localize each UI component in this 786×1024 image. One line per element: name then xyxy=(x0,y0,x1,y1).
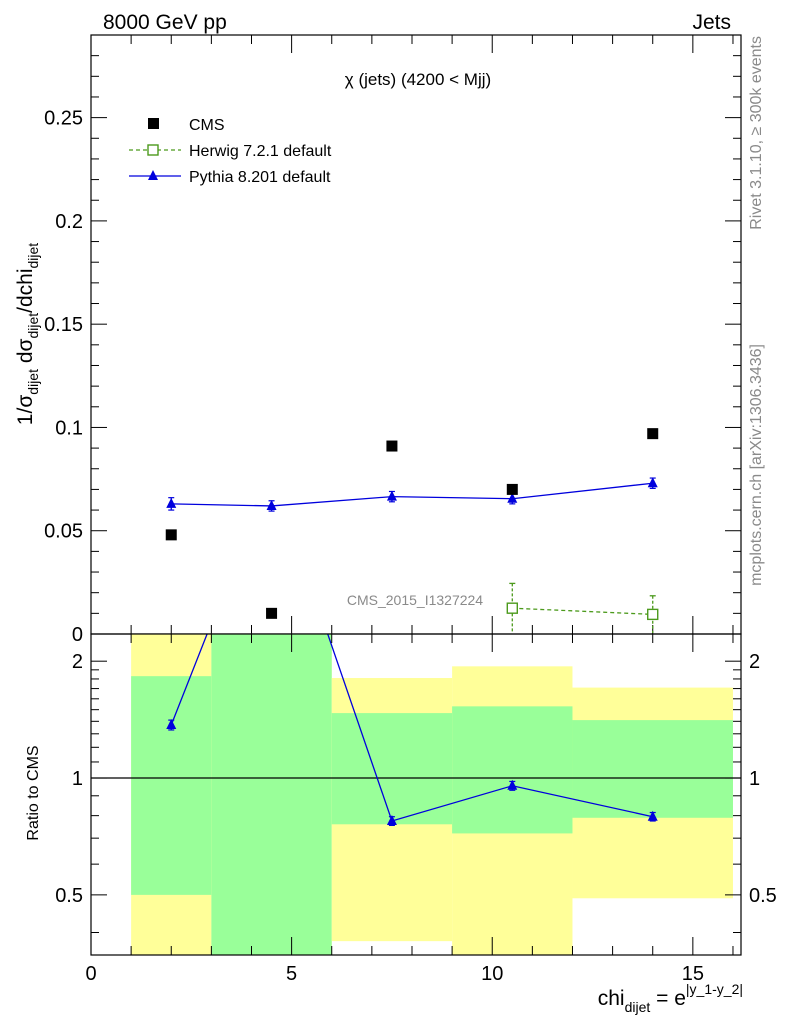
legend-pythia-label: Pythia 8.201 default xyxy=(189,169,331,186)
top-y-tick-label: 0.15 xyxy=(44,314,83,336)
ratio-axis-ticks xyxy=(90,634,741,955)
ratio-y-tick-label: 1 xyxy=(72,768,83,790)
top-y-axis-label: 1/σdijet dσdijet/dchidijet xyxy=(14,243,41,425)
x-tick-label: 15 xyxy=(682,963,704,985)
pythia-point xyxy=(647,477,658,488)
legend-herwig-label: Herwig 7.2.1 default xyxy=(189,143,332,160)
ratio-y-tick-label: 2 xyxy=(72,651,83,673)
uncertainty-bands xyxy=(131,634,733,955)
inner-uncertainty-band xyxy=(572,720,733,818)
svg-text:chidijet = e|y_1-y_2|: chidijet = e|y_1-y_2| xyxy=(598,981,743,1015)
top-y-tick-label: 0.25 xyxy=(44,108,83,130)
legend-pythia-marker xyxy=(148,170,158,180)
pythia-point xyxy=(386,490,397,501)
ratio-y-tick-label-right: 1 xyxy=(749,768,760,790)
mcplots-label: mcplots.cern.ch [arXiv:1306.3436] xyxy=(748,344,765,586)
top-y-tick-label: 0.1 xyxy=(55,417,83,439)
rivet-version-label: Rivet 3.1.10, ≥ 300k events xyxy=(748,36,765,230)
top-y-tick-labels: 0 0.05 0.1 0.15 0.2 0.25 xyxy=(44,108,83,646)
inner-uncertainty-band xyxy=(131,676,212,895)
plot-title: χ (jets) (4200 < Mjj) xyxy=(345,70,491,89)
ratio-tick-labels: 0 5 10 15 0.5 0.5 1 1 2 2 xyxy=(55,651,777,985)
pythia-point xyxy=(166,497,177,508)
ratio-y-tick-label-right: 2 xyxy=(749,651,760,673)
top-y-tick-label: 0.2 xyxy=(55,211,83,233)
pythia-series xyxy=(166,477,658,512)
ratio-plot-panel: 0 5 10 15 0.5 0.5 1 1 2 2 Ratio to CMS chidijet =… xyxy=(25,464,777,1015)
cms-point xyxy=(506,483,518,495)
cms-series xyxy=(165,428,659,619)
ratio-y-tick-label-right: 0.5 xyxy=(749,885,777,907)
ratio-point xyxy=(267,464,277,474)
cms-point xyxy=(386,440,398,452)
herwig-line xyxy=(512,607,653,616)
pythia-point xyxy=(507,492,518,503)
herwig-point xyxy=(647,608,659,621)
pythia-line xyxy=(171,482,653,507)
ratio-plot-frame xyxy=(90,633,742,956)
legend-cms-label: CMS xyxy=(189,117,225,134)
x-tick-label: 10 xyxy=(481,963,503,985)
legend: CMS Herwig 7.2.1 default Pythia 8.201 de… xyxy=(129,117,332,186)
ratio-point xyxy=(166,718,177,729)
inner-uncertainty-band xyxy=(452,706,573,834)
herwig-point xyxy=(506,602,518,614)
x-tick-label: 0 xyxy=(85,963,96,985)
inner-uncertainty-band xyxy=(211,634,332,955)
legend-herwig-marker xyxy=(147,144,159,156)
pythia-point xyxy=(266,499,277,510)
ratio-point xyxy=(647,810,658,821)
herwig-series xyxy=(506,582,659,633)
legend-cms-marker xyxy=(148,118,159,129)
ratio-y-tick-label: 0.5 xyxy=(55,885,83,907)
cms-point xyxy=(647,428,659,440)
x-axis-label: chidijet = e|y_1-y_2| xyxy=(598,981,743,1015)
header-jets-label: Jets xyxy=(692,11,731,34)
ratio-point xyxy=(386,814,397,825)
top-y-tick-label: 0 xyxy=(72,624,83,646)
header-energy-label: 8000 GeV pp xyxy=(103,11,227,34)
top-y-tick-label: 0.05 xyxy=(44,521,83,543)
cms-point xyxy=(165,529,177,541)
ratio-point xyxy=(507,779,518,790)
svg-text:1/σdijet dσdijet/dchidijet: 1/σdijet dσdijet/dchidijet xyxy=(14,243,41,425)
ratio-y-axis-label: Ratio to CMS xyxy=(25,745,42,840)
inner-uncertainty-band xyxy=(331,713,453,825)
analysis-watermark: CMS_2015_I1327224 xyxy=(347,592,483,608)
cms-point xyxy=(266,607,278,619)
x-tick-label: 5 xyxy=(286,963,297,985)
ratio-pythia-series xyxy=(166,464,658,827)
main-plot-panel: χ (jets) (4200 < Mjj) CMS_2015_I1327224 … xyxy=(14,34,742,646)
